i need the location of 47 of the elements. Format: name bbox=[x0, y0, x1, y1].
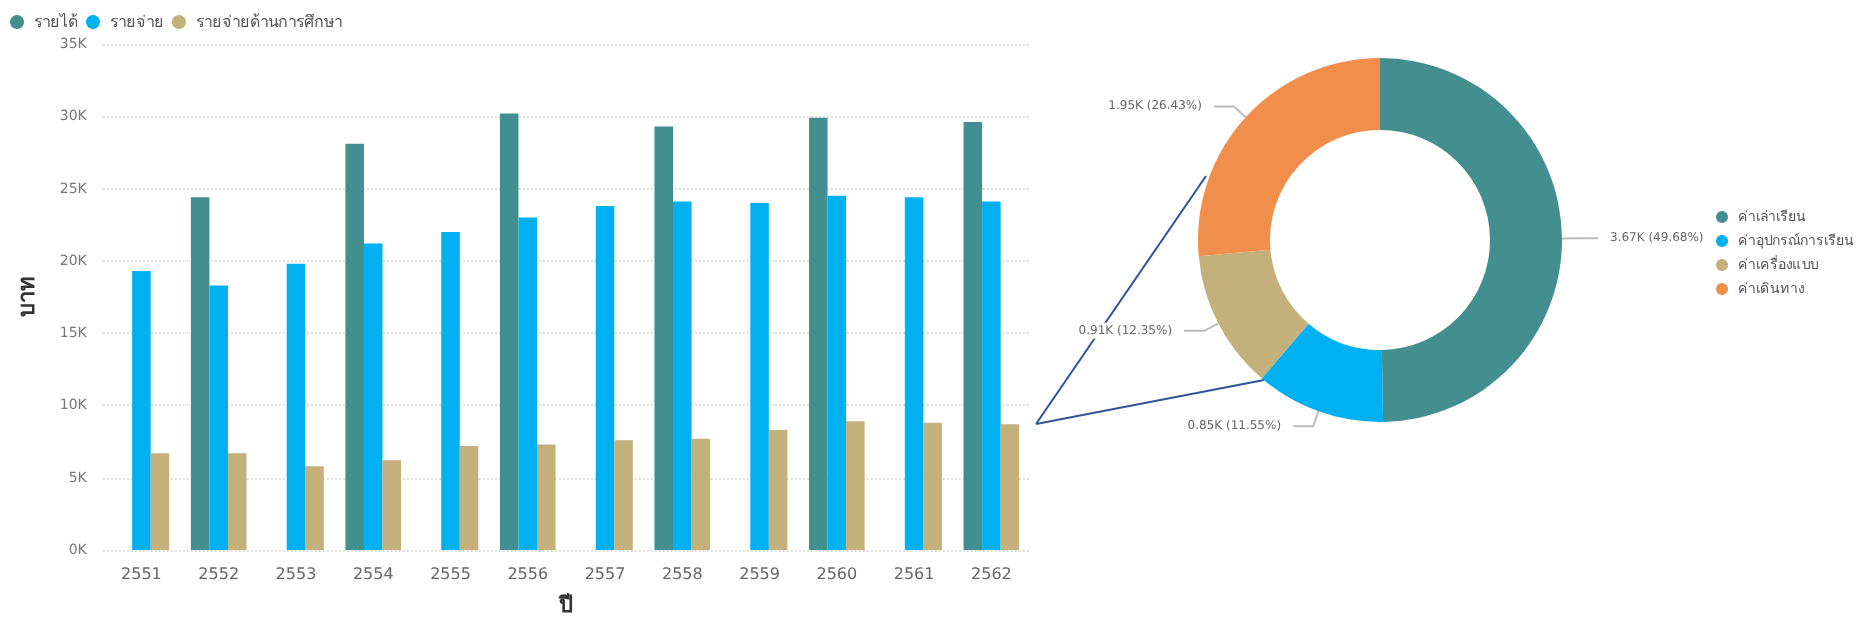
bar bbox=[846, 421, 865, 550]
x-axis-title: ปี bbox=[557, 592, 574, 618]
bar bbox=[595, 205, 615, 550]
x-tick-label: 2558 bbox=[661, 565, 703, 583]
bar bbox=[305, 466, 324, 550]
bar bbox=[363, 243, 383, 550]
bar bbox=[1000, 424, 1020, 550]
bar bbox=[132, 270, 151, 550]
bar bbox=[809, 117, 828, 550]
x-tick-label: 2552 bbox=[198, 565, 240, 583]
x-tick-label: 2556 bbox=[507, 565, 549, 583]
bar bbox=[150, 453, 170, 550]
bar bbox=[286, 263, 306, 550]
bar bbox=[673, 201, 692, 550]
x-tick-label: 2560 bbox=[816, 565, 858, 583]
bar bbox=[190, 197, 210, 550]
bar bbox=[963, 122, 983, 550]
x-tick-label: 2554 bbox=[352, 565, 394, 583]
bar bbox=[904, 197, 924, 550]
bar bbox=[691, 438, 711, 550]
x-tick-label: 2562 bbox=[971, 565, 1012, 583]
x-tick-label: 2555 bbox=[430, 565, 471, 583]
bar bbox=[750, 203, 769, 550]
x-tick-label: 2561 bbox=[893, 565, 935, 583]
bar bbox=[923, 422, 942, 550]
bar bbox=[614, 440, 633, 550]
bar bbox=[345, 143, 364, 550]
x-tick-label: 2553 bbox=[275, 565, 317, 583]
legend-label: รายจ่าย bbox=[110, 13, 164, 31]
legend-label: รายจ่ายด้านการศึกษา bbox=[196, 13, 342, 31]
legend-label: รายได้ bbox=[34, 13, 78, 31]
bar bbox=[654, 126, 674, 550]
bar bbox=[227, 453, 247, 550]
bar bbox=[499, 113, 519, 550]
bar bbox=[827, 195, 847, 550]
bar bbox=[209, 285, 228, 550]
bar bbox=[382, 460, 402, 550]
bar bbox=[441, 231, 460, 550]
bar bbox=[518, 217, 538, 550]
bar bbox=[982, 201, 1001, 550]
bar bbox=[768, 430, 788, 550]
bar bbox=[459, 445, 479, 550]
x-tick-label: 2551 bbox=[121, 565, 162, 583]
x-tick-label: 2557 bbox=[584, 565, 626, 583]
bar bbox=[537, 444, 556, 550]
x-tick-label: 2559 bbox=[739, 565, 780, 583]
y-axis-title: บาท bbox=[14, 277, 40, 317]
